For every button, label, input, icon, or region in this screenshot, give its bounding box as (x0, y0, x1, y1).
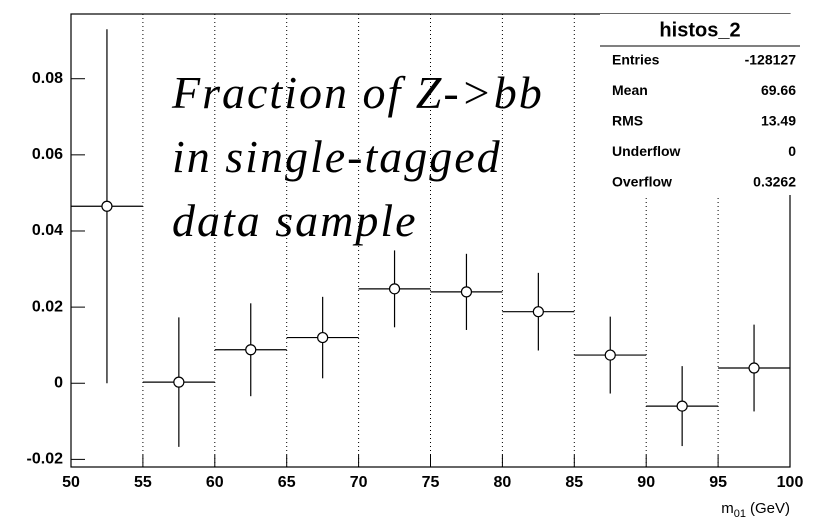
x-tick-label: 55 (134, 474, 152, 491)
data-point (286, 296, 359, 379)
data-point (430, 253, 503, 330)
x-tick-label: 90 (637, 474, 655, 491)
stats-value: 0 (788, 143, 796, 159)
data-point (71, 29, 143, 384)
marker (460, 286, 473, 298)
marker (532, 306, 544, 318)
y-tick-label: 0.02 (32, 298, 63, 315)
stats-box (600, 14, 800, 195)
annotation: data sample (172, 195, 418, 246)
data-point (502, 272, 575, 351)
stats-title: histos_2 (659, 19, 740, 41)
marker (101, 200, 113, 212)
x-tick-label: 85 (565, 474, 583, 491)
x-label-sub: 01 (734, 508, 746, 520)
x-tick-label: 60 (206, 474, 224, 491)
annotation: in single-tagged (172, 131, 502, 182)
stats-label: Overflow (612, 174, 672, 190)
marker (317, 331, 329, 344)
x-tick-label: 100 (777, 474, 804, 491)
stats-value: 69.66 (761, 82, 796, 98)
x-label-unit: (GeV) (750, 500, 790, 517)
stats-value: 13.49 (761, 113, 796, 129)
stats-label: Underflow (612, 143, 681, 159)
marker (245, 344, 257, 356)
marker (173, 376, 185, 388)
x-tick-label: 70 (350, 474, 368, 491)
x-tick-label: 75 (422, 474, 440, 491)
y-tick-label: 0 (54, 374, 63, 391)
y-tick-label: 0.04 (32, 222, 63, 239)
frame (70, 13, 791, 468)
stats-value: 0.3262 (753, 174, 796, 190)
data-point (574, 316, 647, 394)
data-point (718, 324, 790, 412)
stats-value: -128127 (745, 52, 797, 68)
x-tick-label: 50 (62, 474, 80, 491)
stats-label: Mean (612, 82, 648, 98)
marker (604, 349, 616, 361)
x-tick-label: 65 (278, 474, 296, 491)
y-tick-label: 0.08 (32, 70, 63, 87)
x-tick-label: 95 (709, 474, 727, 491)
stats-label: RMS (612, 113, 643, 129)
data-point (358, 250, 431, 328)
x-tick-label: 80 (494, 474, 512, 491)
x-axis-label: m01 (GeV) (721, 500, 790, 520)
marker (748, 362, 760, 374)
marker (388, 283, 401, 295)
data-point (214, 303, 287, 397)
annotation: Fraction of Z->bb (171, 67, 544, 118)
marker (676, 400, 688, 412)
y-tick-label: 0.06 (32, 146, 63, 163)
x-label-base: m (721, 500, 734, 517)
data-point (142, 317, 215, 447)
y-tick-label: -0.02 (27, 451, 64, 468)
stats-label: Entries (612, 52, 660, 68)
data-point (646, 366, 719, 447)
